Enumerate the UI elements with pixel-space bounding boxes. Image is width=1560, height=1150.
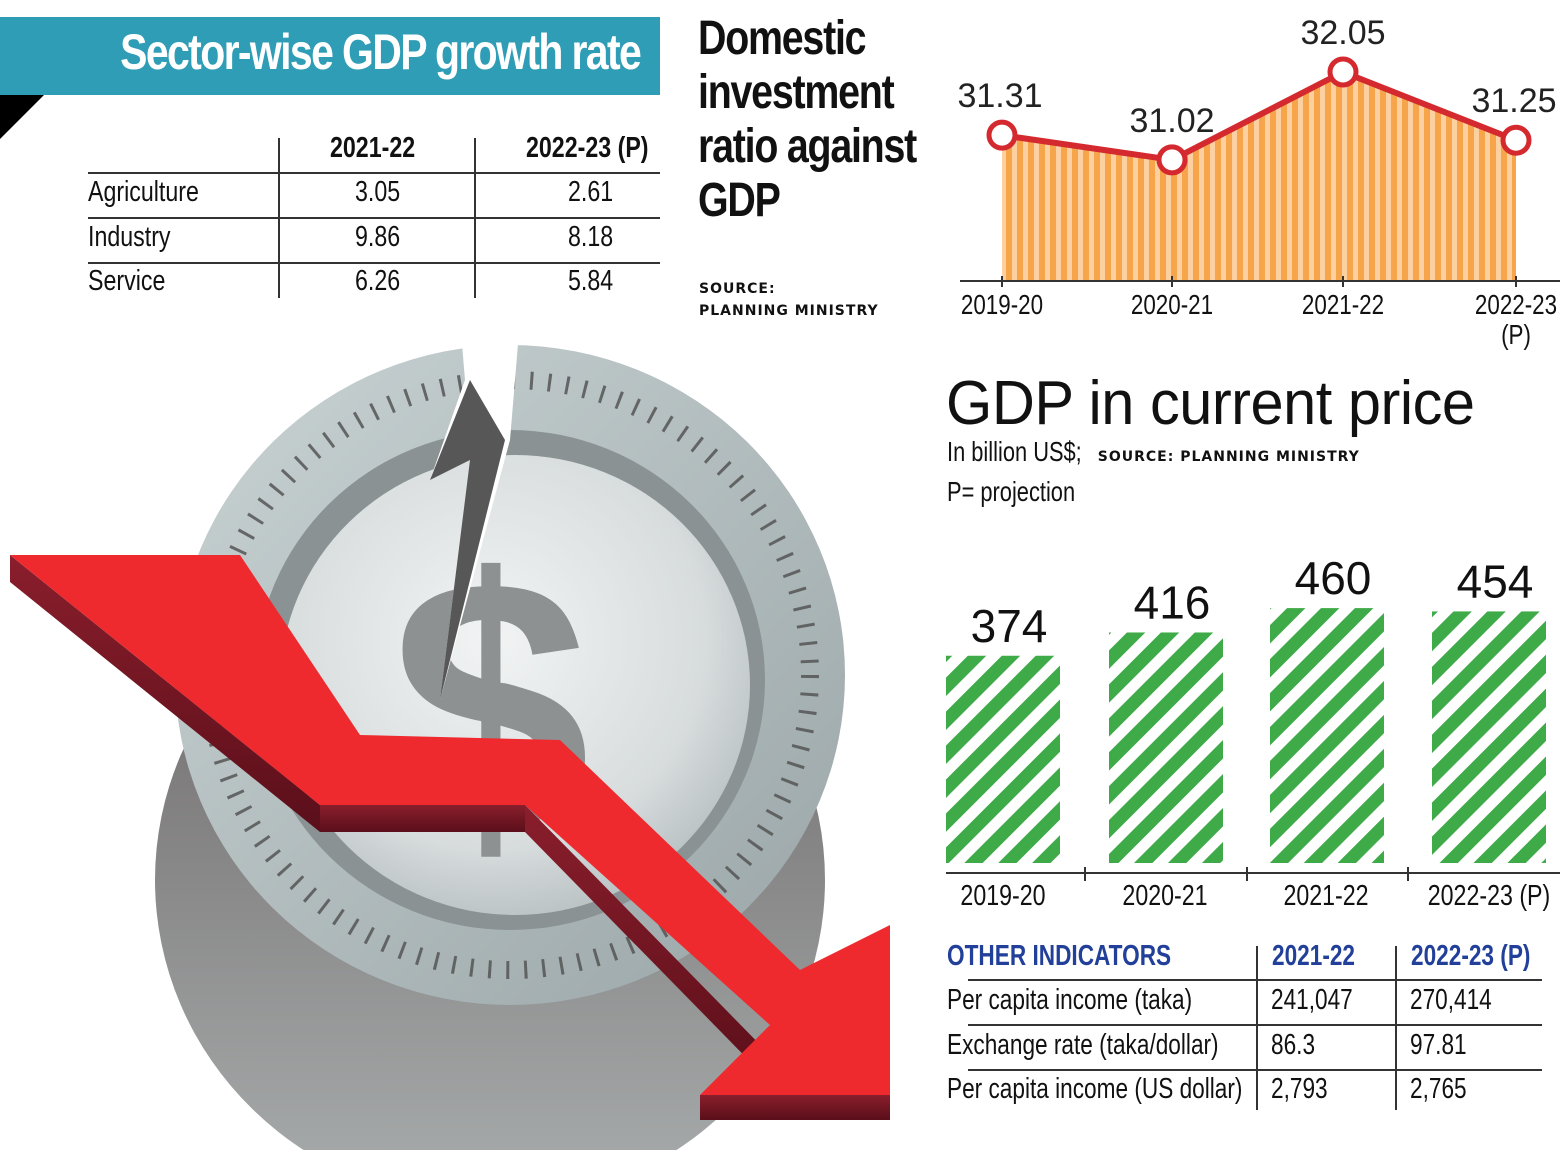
data-label: 460: [1295, 552, 1372, 604]
economic-decline-illustration: $: [10, 320, 890, 1150]
row-value-2022-23: 97.81: [1410, 1029, 1467, 1061]
sector-col-header-2021-22: 2021-22: [330, 132, 416, 164]
area-fill: [1002, 72, 1516, 281]
x-tick-label: 2022-23 (P): [1428, 878, 1550, 911]
x-tick-label: 2019-20: [961, 290, 1043, 321]
oi-col-header-2022-23: 2022-23 (P): [1411, 940, 1531, 972]
downward-red-arrow-icon: [10, 555, 890, 1120]
x-tick-label: 2019-20: [960, 878, 1045, 911]
data-label: 31.25: [1471, 82, 1556, 120]
data-label: 374: [971, 600, 1048, 652]
row-label: Exchange rate (taka/dollar): [947, 1029, 1219, 1061]
sector-table-title: Sector-wise GDP growth rate: [120, 24, 642, 80]
data-label: 454: [1457, 555, 1534, 607]
title-line: investment: [698, 66, 895, 119]
x-tick-label: 2021-22: [1302, 290, 1384, 321]
row-label: Per capita income (taka): [947, 984, 1193, 1016]
row-divider: [88, 217, 660, 219]
column-divider: [1395, 946, 1397, 1110]
row-value-2022-23: 270,414: [1410, 984, 1492, 1016]
data-point: [1156, 144, 1188, 176]
projection-note: P= projection: [947, 476, 1076, 507]
title-line: ratio against: [698, 120, 917, 173]
x-tick-label: 2022-23: [1475, 290, 1557, 321]
row-divider: [968, 1024, 1542, 1026]
row-divider: [88, 262, 660, 264]
data-label: 31.02: [1129, 102, 1214, 140]
row-value-2021-22: 6.26: [355, 265, 401, 297]
x-tick-label: 2020-21: [1122, 878, 1207, 911]
row-value-2022-23: 5.84: [568, 265, 614, 297]
investment-area-chart: 31.31 31.02 32.05 31.25 2019-20 2020-21 2021-…: [957, 14, 1560, 351]
row-value-2021-22: 3.05: [355, 176, 401, 208]
row-value-2022-23: 2,765: [1410, 1073, 1467, 1105]
gdp-chart-subtitle: In billion US$; SOURCE: PLANNING MINISTRY: [947, 436, 1382, 468]
row-label: Per capita income (US dollar): [947, 1073, 1243, 1105]
row-value-2021-22: 86.3: [1271, 1029, 1316, 1061]
banner-fold-decoration: [0, 95, 44, 139]
investment-source: SOURCE: PLANNING MINISTRY: [699, 278, 879, 322]
data-point: [986, 119, 1018, 151]
x-tick-label: 2021-22: [1283, 878, 1368, 911]
sector-table-title-banner: Sector-wise GDP growth rate: [0, 17, 660, 95]
investment-chart-title: Domestic investment ratio against GDP: [698, 12, 917, 228]
coin-crack-shadow: [430, 380, 505, 700]
data-label: 31.31: [957, 77, 1042, 115]
data-label: 32.05: [1300, 14, 1385, 52]
series-line: [1001, 69, 1518, 163]
coin-rim-ticks: [201, 371, 819, 979]
gdp-bar-chart: 374 416 460 454 2019-20 2020-21 2021-22 2022-2…: [946, 552, 1560, 912]
gdp-bar: [1109, 632, 1223, 863]
row-label: Agriculture: [88, 176, 199, 208]
x-tick-label: 2020-21: [1131, 290, 1213, 321]
row-label: Industry: [88, 221, 171, 253]
gdp-unit: In billion US$;: [947, 436, 1082, 467]
data-point: [1500, 124, 1532, 156]
gdp-bar: [1432, 611, 1546, 863]
row-divider: [968, 979, 1542, 981]
gdp-bar: [1270, 608, 1384, 863]
title-line: GDP: [698, 174, 781, 227]
other-indicators-header: OTHER INDICATORS: [947, 940, 1172, 972]
x-tick-label: (P): [1501, 320, 1531, 351]
row-divider: [968, 1069, 1542, 1071]
source-name: PLANNING MINISTRY: [699, 303, 879, 319]
gdp-chart-title: GDP in current price: [946, 369, 1475, 438]
gdp-source: SOURCE: PLANNING MINISTRY: [1097, 449, 1360, 465]
row-label: Service: [88, 265, 166, 297]
row-value-2022-23: 2.61: [568, 176, 614, 208]
oi-col-header-2021-22: 2021-22: [1272, 940, 1356, 972]
data-point: [1327, 56, 1359, 88]
row-value-2021-22: 9.86: [355, 221, 401, 253]
row-value-2021-22: 241,047: [1271, 984, 1353, 1016]
row-value-2022-23: 8.18: [568, 221, 614, 253]
sector-col-header-2022-23: 2022-23 (P): [526, 132, 649, 164]
gdp-bar: [946, 655, 1060, 863]
title-line: Domestic: [698, 12, 867, 65]
row-divider: [88, 172, 660, 174]
column-divider: [1256, 946, 1258, 1110]
source-label: SOURCE:: [699, 281, 776, 297]
data-label: 416: [1134, 576, 1211, 628]
row-value-2021-22: 2,793: [1271, 1073, 1328, 1105]
